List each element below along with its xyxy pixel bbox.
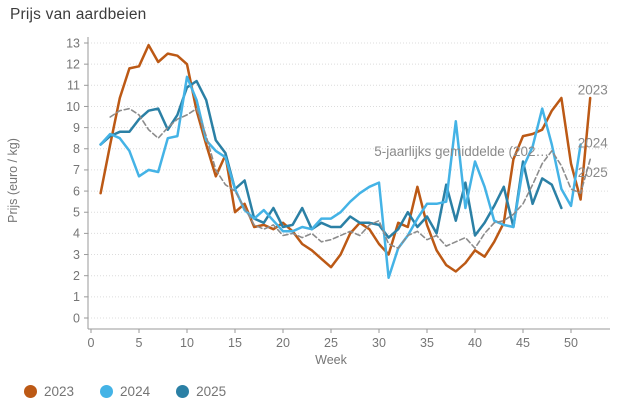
end-label-2025: 2025 bbox=[578, 165, 608, 180]
svg-text:2: 2 bbox=[73, 269, 80, 283]
line-chart-area: 0 1 2 3 4 5 6 7 8 9 10 11 12 13 0 5 10 15 20 25 30 35 40 45 50 We… bbox=[0, 28, 626, 378]
legend-dot-2025 bbox=[176, 385, 190, 398]
svg-text:8: 8 bbox=[73, 142, 80, 156]
svg-text:20: 20 bbox=[276, 336, 290, 350]
svg-text:45: 45 bbox=[516, 336, 530, 350]
average-series-label: 5-jaarlijks gemiddelde (202… bbox=[374, 144, 549, 159]
svg-text:13: 13 bbox=[66, 36, 80, 50]
legend-item-2023[interactable]: 2023 bbox=[24, 384, 74, 399]
svg-text:0: 0 bbox=[73, 311, 80, 325]
svg-text:5: 5 bbox=[73, 206, 80, 220]
legend-dot-2023 bbox=[24, 385, 37, 398]
legend-item-2024[interactable]: 2024 bbox=[100, 384, 150, 399]
series-line-average bbox=[109, 107, 591, 249]
svg-text:4: 4 bbox=[73, 227, 80, 241]
chart-title: Prijs van aardbeien bbox=[10, 6, 147, 23]
svg-text:11: 11 bbox=[67, 79, 80, 93]
axes bbox=[87, 37, 610, 330]
end-label-2024: 2024 bbox=[578, 135, 609, 150]
svg-text:9: 9 bbox=[73, 121, 80, 135]
svg-text:5: 5 bbox=[136, 336, 143, 350]
svg-text:10: 10 bbox=[180, 336, 194, 350]
legend-label-2023: 2023 bbox=[44, 384, 75, 399]
y-axis-label: Prijs (euro / kg) bbox=[6, 138, 20, 223]
svg-text:15: 15 bbox=[228, 336, 242, 350]
svg-text:30: 30 bbox=[372, 336, 386, 350]
svg-text:25: 25 bbox=[324, 336, 338, 350]
svg-text:1: 1 bbox=[73, 290, 80, 304]
svg-text:7: 7 bbox=[73, 163, 80, 177]
series-line-2023 bbox=[99, 43, 592, 273]
series-line-2025 bbox=[99, 79, 563, 239]
svg-text:40: 40 bbox=[468, 336, 482, 350]
y-gridlines bbox=[88, 42, 610, 319]
svg-text:3: 3 bbox=[73, 248, 80, 262]
svg-text:50: 50 bbox=[564, 336, 578, 350]
x-axis-ticks: 0 5 10 15 20 25 30 35 40 45 50 bbox=[88, 329, 578, 350]
legend-label-2024: 2024 bbox=[120, 384, 151, 399]
series-line-2024 bbox=[99, 75, 582, 280]
legend-item-2025[interactable]: 2025 bbox=[176, 384, 226, 399]
svg-text:6: 6 bbox=[73, 184, 80, 198]
legend-dot-2024 bbox=[100, 385, 114, 398]
legend-label-2025: 2025 bbox=[196, 384, 227, 399]
chart-legend: 2023 2024 2025 bbox=[24, 384, 226, 399]
x-axis-label: Week bbox=[315, 353, 347, 367]
end-label-2023: 2023 bbox=[578, 83, 608, 98]
svg-text:10: 10 bbox=[66, 100, 80, 114]
svg-text:35: 35 bbox=[420, 336, 434, 350]
svg-text:0: 0 bbox=[88, 336, 95, 350]
svg-text:12: 12 bbox=[66, 57, 80, 71]
